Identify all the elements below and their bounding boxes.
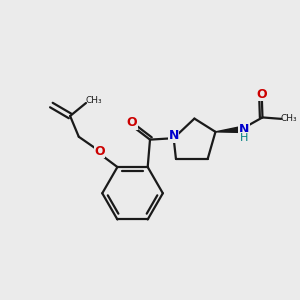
Text: O: O — [127, 116, 137, 129]
Text: CH₃: CH₃ — [281, 114, 298, 123]
Text: H: H — [240, 133, 248, 142]
Text: N: N — [169, 129, 179, 142]
Polygon shape — [215, 127, 241, 132]
Text: N: N — [239, 123, 250, 136]
Text: O: O — [256, 88, 267, 101]
Text: CH₃: CH₃ — [86, 96, 102, 105]
Text: O: O — [94, 145, 105, 158]
